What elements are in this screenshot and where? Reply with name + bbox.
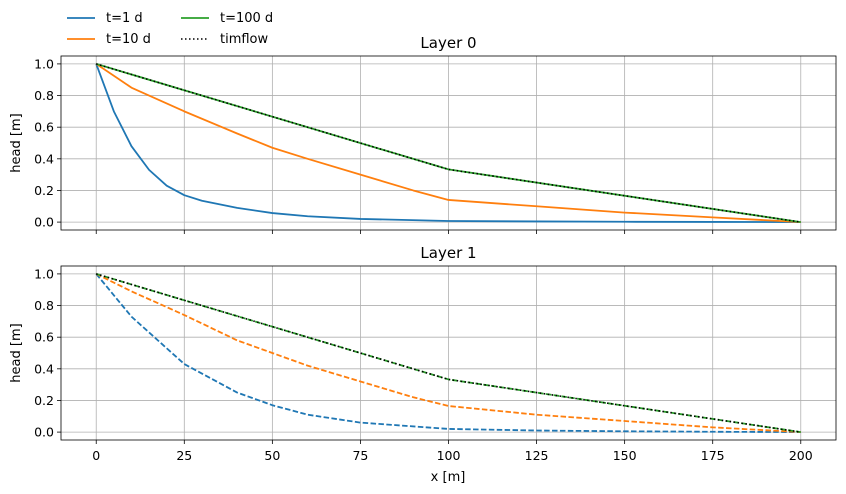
y-tick-label: 0.4 — [34, 151, 54, 166]
legend-item: timflow — [181, 32, 269, 47]
series-line-timflow — [96, 273, 801, 433]
y-tick-label: 0.6 — [34, 330, 54, 345]
legend-label: t=10 d — [106, 32, 151, 47]
legend-label: t=1 d — [106, 11, 143, 26]
y-tick-label: 0.0 — [34, 215, 54, 230]
y-tick-label: 1.0 — [34, 56, 54, 71]
x-tick-label: 150 — [613, 448, 637, 463]
series-line-timflow — [96, 63, 801, 223]
panel-layer-0: 0.0 0.2 0.4 0.6 0.8 1.0 Layer 0 head [m] — [9, 34, 837, 234]
x-tick-label: 0 — [92, 448, 100, 463]
x-tick-label: 100 — [437, 448, 461, 463]
y-tick-label: 0.4 — [34, 361, 54, 376]
legend-item: t=100 d — [181, 11, 273, 26]
x-tick-label: 25 — [176, 448, 192, 463]
panel-title: Layer 1 — [420, 244, 476, 262]
y-axis-label: head [m] — [9, 113, 24, 172]
x-tick-label: 200 — [789, 448, 813, 463]
legend: t=1 d t=10 d t=100 d timflow — [67, 11, 273, 47]
x-tick-label: 75 — [352, 448, 368, 463]
y-tick-label: 0.0 — [34, 425, 54, 440]
x-axis-label: x [m] — [431, 470, 466, 485]
y-tick-label: 0.2 — [34, 393, 54, 408]
panel-layer-1: 0.0 0.2 0.4 0.6 0.8 1.0 0 25 50 75 100 125 150 175 200… — [9, 244, 837, 463]
x-tick-label: 175 — [701, 448, 725, 463]
x-tick-label: 50 — [264, 448, 280, 463]
y-tick-label: 0.8 — [34, 298, 54, 313]
y-tick-label: 1.0 — [34, 266, 54, 281]
y-tick-label: 0.6 — [34, 120, 54, 135]
series-line-t-1-d — [95, 273, 801, 433]
legend-item: t=1 d — [67, 11, 143, 26]
x-tick-label: 125 — [525, 448, 549, 463]
y-tick-label: 0.2 — [34, 183, 54, 198]
legend-label: timflow — [220, 32, 269, 47]
y-tick-label: 0.8 — [34, 88, 54, 103]
series-line-t-10-d — [95, 273, 801, 433]
y-axis-label: head [m] — [9, 323, 24, 382]
legend-item: t=10 d — [67, 32, 151, 47]
panel-title: Layer 0 — [420, 34, 476, 52]
series-line-t-10-d — [95, 63, 801, 223]
series-line-t-1-d — [95, 63, 801, 223]
legend-label: t=100 d — [220, 11, 273, 26]
